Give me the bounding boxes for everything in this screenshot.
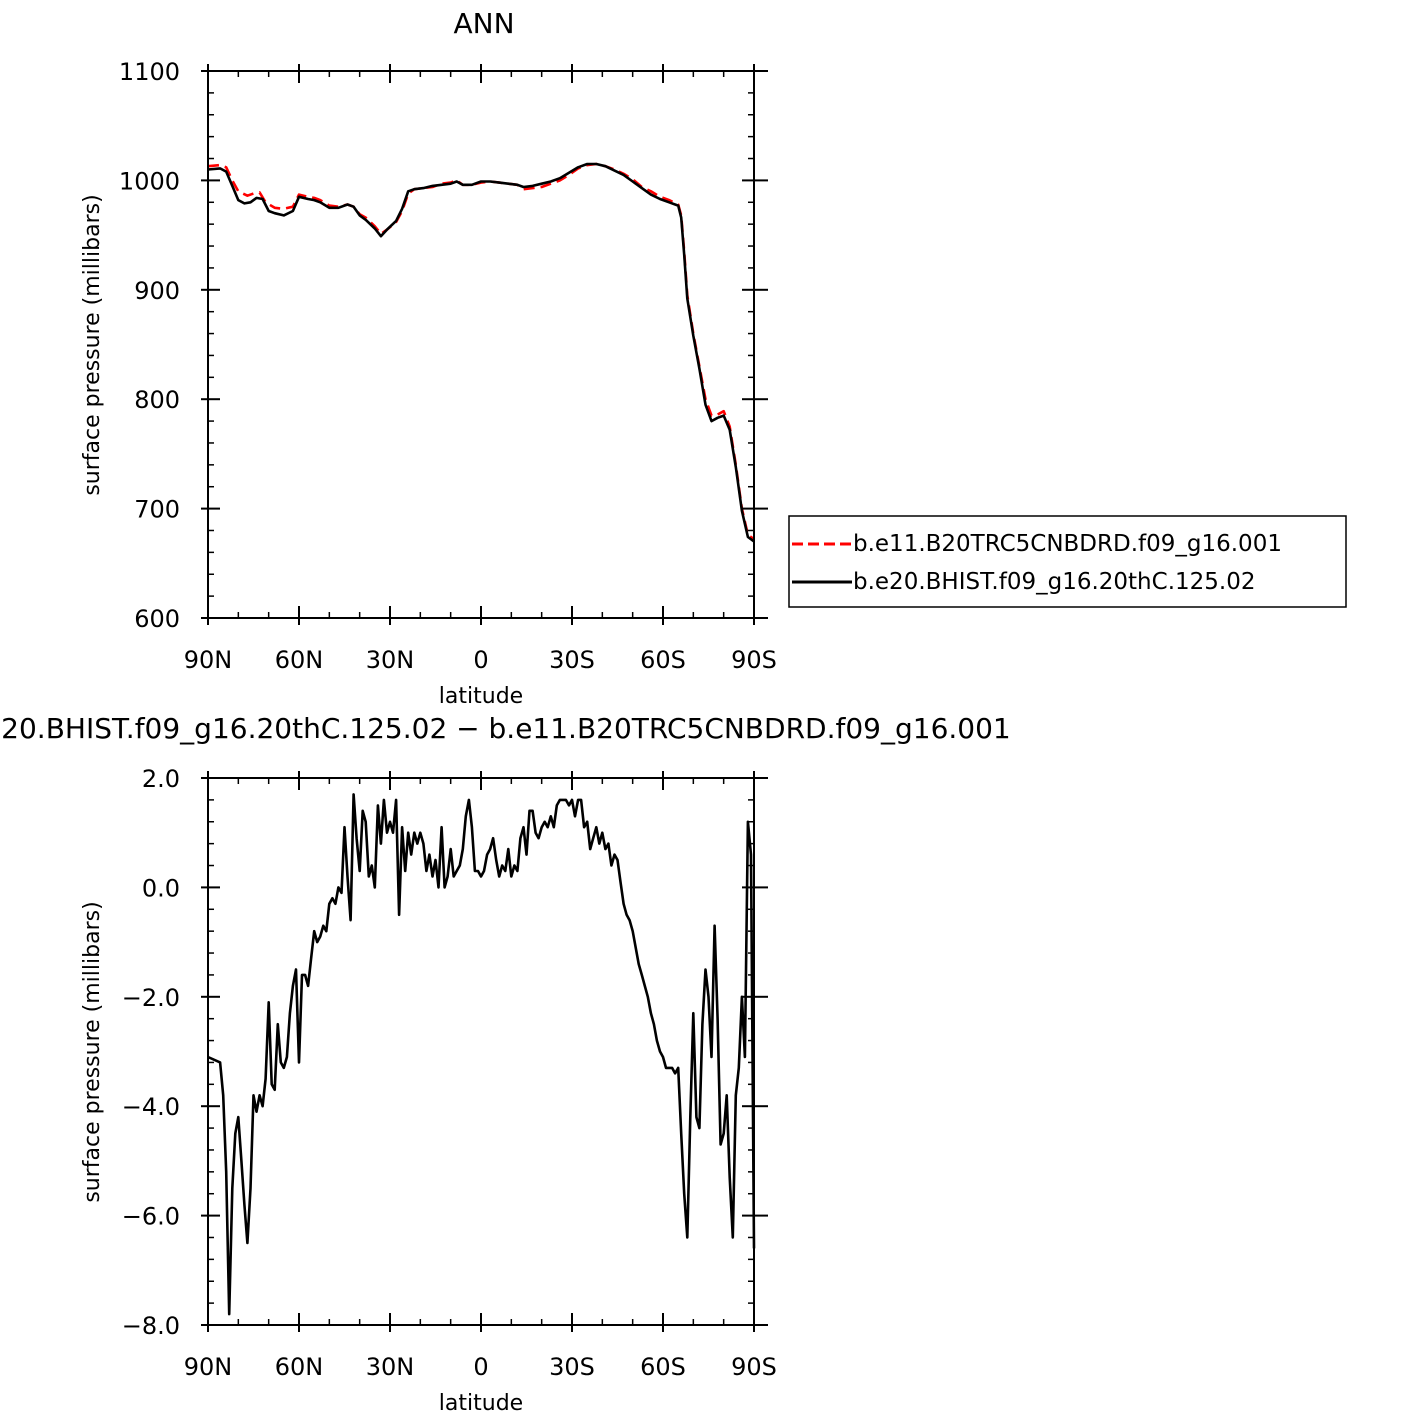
bottom-xtick-label: 60S [640,1353,686,1381]
top-ylabel: surface pressure (millibars) [80,194,105,495]
bottom-xlabel: latitude [439,1391,523,1416]
top-xlabel: latitude [439,684,523,709]
top-ytick-label: 800 [134,386,180,414]
top-xtick-label: 90S [731,646,777,674]
bottom-panel-title: b.e20.BHIST.f09_g16.20thC.125.02 − b.e11… [0,712,1011,745]
top-xtick-label: 30S [549,646,595,674]
bottom-ytick-label: 0.0 [142,874,180,902]
legend: b.e11.B20TRC5CNBDRD.f09_g16.001 b.e20.BH… [788,515,1347,608]
top-series-line-2 [207,162,755,543]
bottom-xtick-label: 60N [275,1353,324,1381]
bottom-ytick-label: 2.0 [142,765,180,793]
legend-box [788,515,1347,608]
top-panel: ANN 90N 60N 30N 0 30S 60S 90S 600 700 800 900 1000 1… [80,7,1347,709]
top-xtick-label: 90N [184,646,233,674]
top-ytick-label: 900 [134,277,180,305]
bottom-ytick-label: −6.0 [122,1203,180,1231]
top-ytick-label: 1100 [119,58,180,86]
top-panel-title: ANN [453,7,514,40]
bottom-ytick-label: −4.0 [122,1093,180,1121]
legend-label-series-2: b.e20.BHIST.f09_g16.20thC.125.02 [853,569,1255,595]
top-ytick-label: 1000 [119,167,180,195]
bottom-xtick-label: 90S [731,1353,777,1381]
top-xtick-label: 60S [640,646,686,674]
top-xtick-label: 30N [366,646,415,674]
bottom-ylabel: surface pressure (millibars) [80,901,105,1202]
top-xtick-label: 60N [275,646,324,674]
bottom-panel: b.e20.BHIST.f09_g16.20thC.125.02 − b.e11… [0,712,1011,1416]
bottom-series-line-1 [207,793,756,1316]
bottom-xtick-label: 0 [473,1353,488,1381]
top-ytick-label: 600 [134,605,180,633]
top-xtick-label: 0 [473,646,488,674]
bottom-xtick-label: 90N [184,1353,233,1381]
bottom-ytick-label: −2.0 [122,984,180,1012]
bottom-xtick-label: 30S [549,1353,595,1381]
bottom-ytick-label: −8.0 [122,1312,180,1340]
top-ytick-label: 700 [134,496,180,524]
legend-label-series-1: b.e11.B20TRC5CNBDRD.f09_g16.001 [853,531,1282,557]
bottom-xtick-label: 30N [366,1353,415,1381]
